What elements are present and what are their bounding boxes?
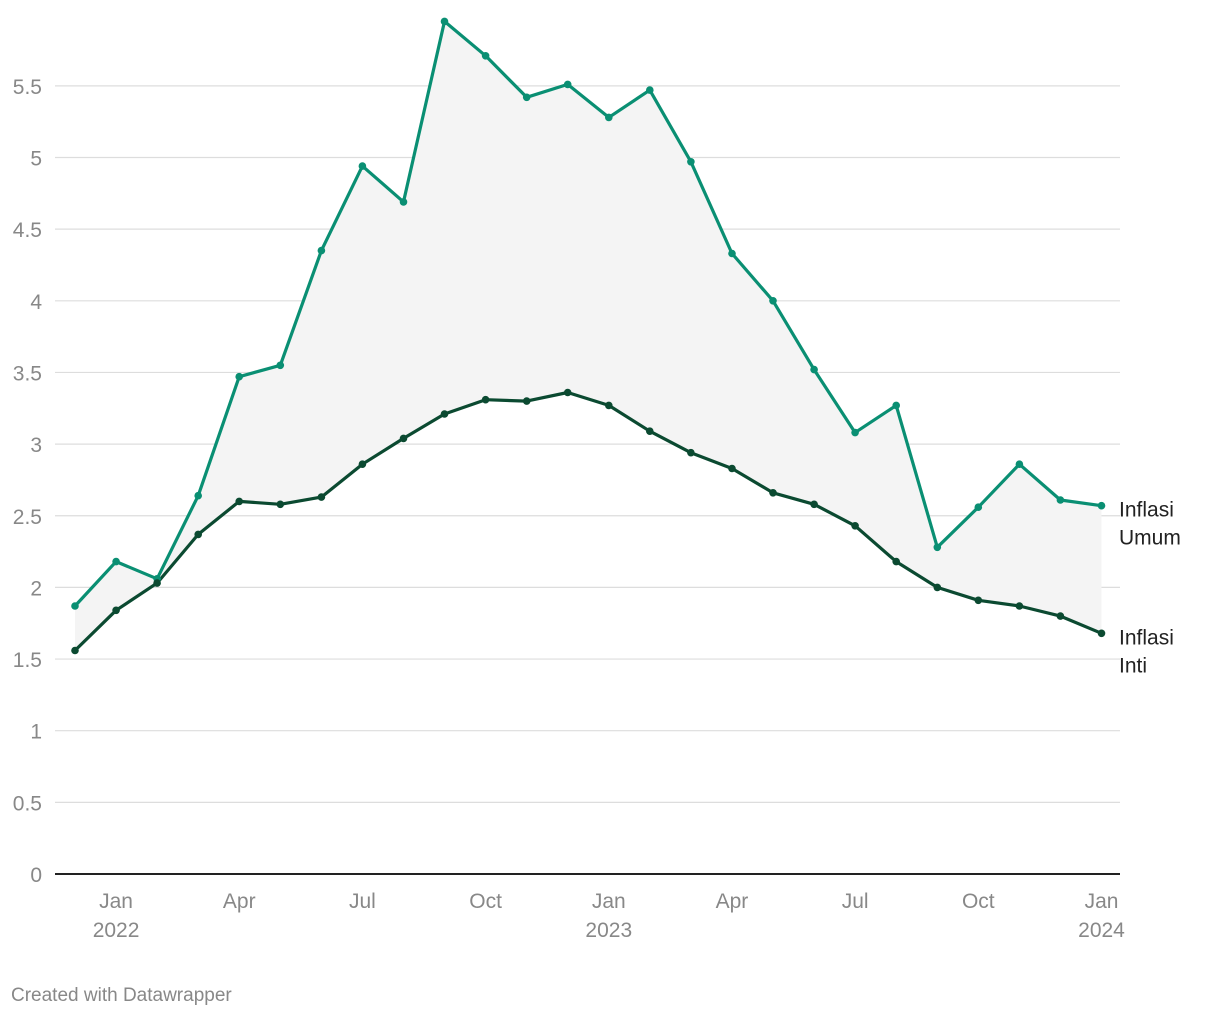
data-point: [194, 530, 202, 539]
x-tick-label: Jul: [842, 890, 869, 913]
data-point: [933, 543, 942, 552]
data-point: [1056, 612, 1065, 620]
x-tick-label: Apr: [716, 890, 749, 913]
data-point: [605, 113, 613, 122]
data-point: [563, 388, 572, 397]
y-tick-label: 4.5: [13, 219, 42, 242]
data-point: [646, 86, 654, 94]
series-label: Inti: [1119, 654, 1147, 677]
data-point: [481, 52, 490, 60]
y-tick-label: 0: [30, 864, 42, 887]
data-point: [276, 500, 285, 509]
data-point: [646, 427, 654, 436]
x-tick-label: Apr: [223, 890, 256, 913]
y-tick-label: 5: [30, 148, 42, 171]
data-point: [440, 17, 449, 26]
data-point: [317, 493, 326, 501]
data-point: [851, 522, 859, 530]
data-point: [399, 198, 408, 206]
difference-band: [75, 21, 1102, 651]
series-label: Inflasi: [1119, 626, 1174, 649]
y-tick-label: 2: [30, 577, 42, 600]
x-tick-label: Oct: [962, 890, 995, 913]
data-point: [892, 401, 900, 410]
data-point: [112, 557, 120, 566]
data-point: [605, 401, 613, 410]
data-point: [194, 491, 202, 500]
footer-credit: Created with Datawrapper: [11, 985, 232, 1006]
data-point: [563, 80, 572, 89]
y-tick-label: 5.5: [13, 76, 42, 99]
x-tick-labels: Jan 2022 Apr Jul Oct Jan 2023 Apr Jul Oct Jan 2024: [93, 890, 1125, 942]
band-area: [75, 21, 1102, 651]
data-point: [358, 460, 367, 469]
y-tick-label: 3.5: [13, 362, 42, 385]
y-tick-labels: 0 0.5 1 1.5 2 2.5 3 3.5 4 4.5 5 5.5: [13, 76, 43, 887]
x-tick-year-label: 2023: [585, 919, 632, 942]
data-point: [440, 410, 449, 418]
y-tick-label: 1.5: [13, 649, 42, 672]
data-point: [1097, 501, 1106, 510]
data-point: [687, 158, 695, 166]
data-point: [399, 434, 408, 443]
series-label: Inflasi: [1119, 499, 1174, 522]
data-point: [974, 596, 983, 605]
data-point: [522, 397, 531, 405]
series-lines: [73, 19, 1104, 653]
data-point: [153, 579, 161, 587]
data-point: [71, 602, 79, 610]
data-point: [522, 93, 531, 102]
data-point: [358, 162, 367, 170]
x-tick-label: Oct: [469, 890, 502, 913]
x-tick-label: Jul: [349, 890, 376, 913]
x-tick-year-label: 2022: [93, 919, 140, 942]
series-points: [71, 17, 1106, 655]
data-point: [481, 395, 490, 404]
data-point: [112, 606, 120, 615]
series-label: Umum: [1119, 527, 1181, 550]
data-point: [1015, 602, 1024, 610]
data-point: [1015, 460, 1024, 469]
series-labels: Inflasi Umum Inflasi Inti: [1119, 499, 1181, 678]
data-point: [317, 246, 326, 255]
data-point: [933, 583, 942, 592]
y-tick-label: 3: [30, 434, 42, 457]
y-tick-label: 4: [30, 291, 42, 314]
data-point: [769, 489, 777, 497]
x-tick-label: Jan: [99, 890, 133, 913]
series-line-0: [73, 19, 1104, 608]
data-point: [851, 428, 859, 437]
x-tick-label: Jan: [592, 890, 626, 913]
x-tick-label: Jan: [1085, 890, 1119, 913]
data-point: [687, 448, 695, 457]
series-line-1: [73, 390, 1104, 653]
data-point: [1056, 496, 1065, 504]
x-tick-year-label: 2024: [1078, 919, 1125, 942]
data-point: [892, 557, 900, 566]
y-tick-label: 1: [30, 721, 42, 744]
data-point: [810, 365, 818, 374]
data-point: [71, 646, 79, 655]
data-point: [769, 297, 777, 305]
y-tick-label: 0.5: [13, 792, 42, 815]
data-point: [728, 249, 736, 258]
data-point: [235, 372, 243, 381]
data-point: [974, 503, 983, 512]
data-point: [276, 361, 285, 370]
data-point: [235, 497, 243, 506]
data-point: [810, 500, 818, 509]
y-tick-label: 2.5: [13, 506, 42, 529]
data-point: [728, 464, 736, 473]
data-point: [1097, 629, 1106, 638]
